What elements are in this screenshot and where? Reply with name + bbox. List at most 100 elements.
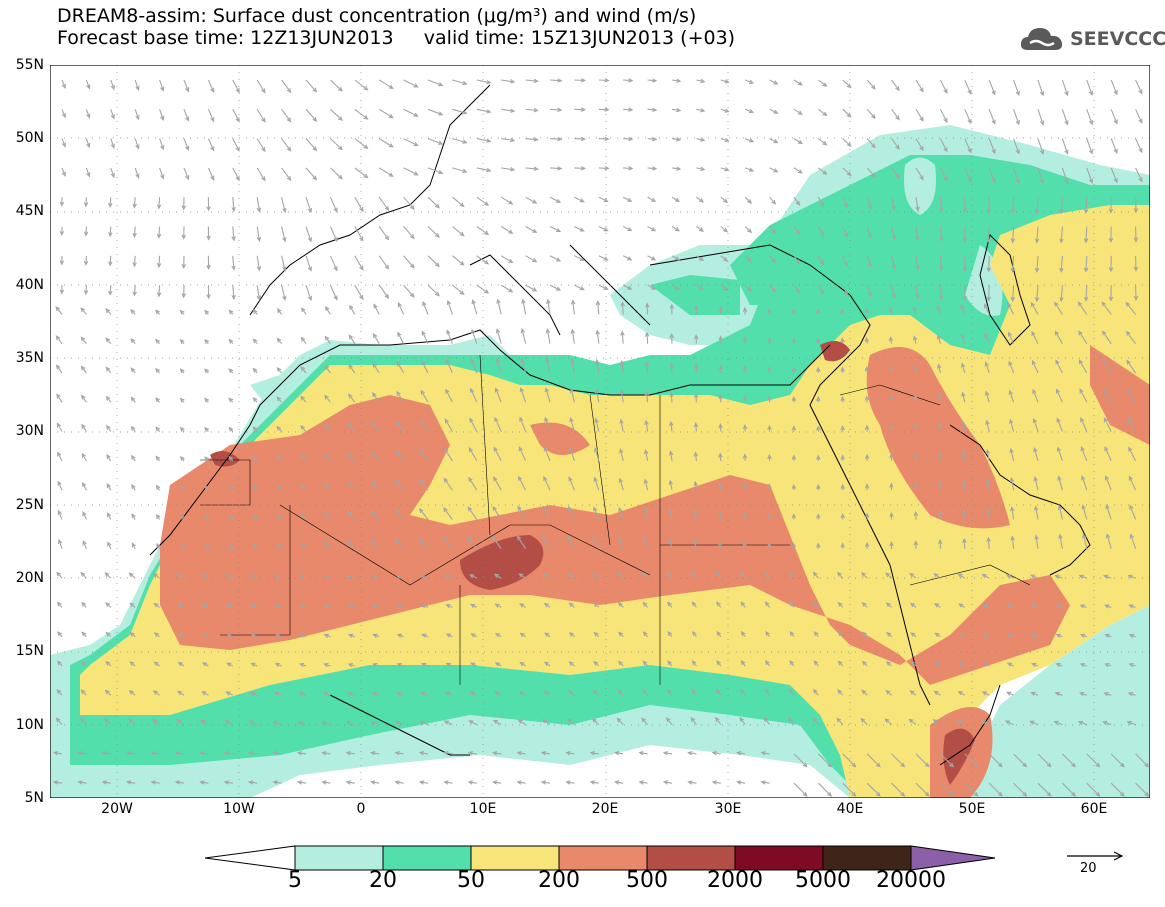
wind-arrow-head	[1128, 446, 1133, 452]
wind-arrow-head	[981, 573, 987, 579]
wind-arrow	[492, 506, 502, 520]
wind-arrow	[493, 476, 502, 491]
wind-arrow	[569, 418, 575, 432]
wind-arrow-head	[419, 448, 425, 454]
wind-arrow-head	[991, 148, 996, 155]
wind-arrow	[793, 79, 803, 86]
wind-arrow-head	[542, 718, 548, 724]
wind-arrow-head	[718, 481, 723, 487]
wind-arrow	[544, 447, 551, 462]
wind-arrow-head	[723, 227, 729, 233]
wind-arrow-head	[797, 139, 803, 145]
wind-arrow-head	[129, 661, 135, 666]
wind-arrow-head	[1144, 792, 1150, 797]
wind-arrow-head	[388, 143, 394, 148]
wind-arrow	[842, 138, 852, 147]
wind-arrow	[646, 362, 649, 374]
wind-arrow-head	[395, 691, 402, 697]
wind-arrow-head	[1010, 209, 1016, 215]
wind-arrow	[592, 536, 600, 550]
wind-arrow	[249, 781, 258, 784]
wind-arrow	[1135, 753, 1149, 767]
wind-arrow	[420, 420, 429, 432]
wind-arrow	[225, 720, 234, 726]
wind-arrow	[764, 717, 771, 725]
wind-arrow	[963, 539, 966, 549]
wind-arrow-head	[297, 720, 303, 725]
wind-arrow	[354, 167, 368, 179]
wind-arrow	[549, 138, 562, 140]
wind-arrow-head	[486, 167, 492, 173]
wind-arrow	[330, 138, 343, 150]
wind-arrow	[207, 109, 215, 122]
wind-arrow	[939, 481, 941, 491]
wind-arrow	[720, 79, 729, 83]
wind-arrow-head	[885, 602, 891, 608]
wind-arrow	[501, 79, 515, 83]
wind-arrow	[1127, 389, 1137, 403]
wind-arrow-head	[991, 178, 996, 184]
wind-arrow-head	[129, 602, 135, 608]
wind-arrow	[1058, 476, 1063, 491]
wind-arrow-head	[669, 332, 674, 339]
wind-arrow	[745, 138, 754, 143]
wind-arrow-head	[909, 690, 915, 695]
wind-arrow-head	[700, 78, 706, 84]
wind-arrow	[329, 255, 338, 271]
wind-arrow	[476, 138, 491, 142]
wind-arrow	[1086, 782, 1100, 797]
wind-arrow-head	[764, 688, 770, 694]
wind-arrow-head	[252, 426, 258, 432]
wind-arrow-head	[840, 366, 845, 372]
wind-arrow	[569, 447, 575, 462]
wind-arrow-head	[419, 478, 424, 484]
wind-arrow-head	[544, 416, 549, 422]
wind-arrow-head	[819, 231, 825, 237]
wind-arrow	[183, 138, 189, 151]
wind-arrow-head	[1046, 792, 1052, 797]
wind-arrow	[568, 506, 575, 520]
wind-arrow-head	[249, 691, 255, 696]
wind-arrow-head	[1083, 238, 1089, 244]
wind-arrow-head	[864, 424, 870, 430]
wind-arrow	[643, 538, 649, 549]
wind-arrow-head	[413, 141, 419, 147]
wind-arrow-head	[299, 662, 305, 668]
wind-arrow-head	[80, 365, 86, 371]
wind-arrow	[305, 108, 317, 122]
wind-arrow-head	[388, 84, 394, 89]
wind-arrow-head	[767, 483, 772, 489]
wind-arrow-head	[126, 780, 132, 785]
wind-arrow-head	[1055, 604, 1061, 609]
wind-arrow	[1110, 79, 1118, 95]
wind-arrow-head	[650, 197, 657, 202]
wind-arrow-head	[579, 198, 585, 203]
wind-arrow-head	[1127, 574, 1133, 579]
wind-arrow	[615, 781, 624, 784]
wind-arrow	[496, 329, 502, 344]
wind-arrow-head	[985, 448, 991, 455]
wind-arrow	[1008, 332, 1015, 344]
wind-arrow	[1009, 419, 1015, 432]
wind-arrow	[817, 255, 824, 265]
wind-arrow	[397, 332, 405, 344]
wind-arrow	[964, 753, 978, 767]
wind-arrow	[395, 450, 405, 462]
wind-arrow	[396, 391, 405, 403]
wind-arrow-head	[861, 631, 867, 637]
wind-arrow-head	[961, 479, 967, 485]
wind-arrow-head	[543, 602, 549, 608]
wind-arrow-head	[519, 603, 525, 608]
wind-arrow	[256, 167, 266, 181]
wind-arrow	[476, 255, 489, 265]
wind-arrow	[324, 336, 331, 345]
wind-arrow-head	[395, 449, 400, 456]
wind-arrow-head	[742, 482, 748, 488]
wind-arrow-head	[788, 688, 794, 694]
wind-arrow-head	[438, 140, 444, 145]
wind-arrow	[232, 109, 240, 122]
wind-arrow-head	[445, 633, 451, 638]
wind-arrow	[207, 167, 215, 180]
wind-arrow-head	[1126, 388, 1132, 394]
color-legend	[205, 845, 996, 871]
